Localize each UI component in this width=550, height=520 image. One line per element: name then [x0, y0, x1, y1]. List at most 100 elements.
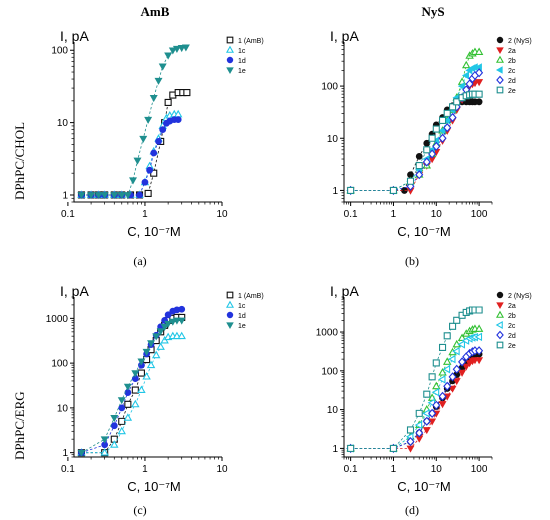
data-point [461, 60, 471, 69]
data-point [133, 157, 142, 165]
data-point [169, 91, 177, 99]
data-point [94, 192, 103, 200]
chart-panel-c: 0.1 1 10 1 10 100 1000 I, pA C, 10⁻⁷M 1 (AmB) 1c 1d… [46, 283, 264, 494]
data-point [432, 400, 441, 410]
data-point [432, 125, 440, 133]
data-point [442, 116, 451, 125]
data-point [110, 192, 119, 200]
data-point [183, 89, 191, 97]
x-axis-label: C, 10⁻⁷M [127, 479, 180, 494]
legend-marker [495, 320, 503, 330]
data-point [428, 373, 436, 381]
data-point [142, 348, 151, 356]
x-tick-label: 10 [431, 464, 443, 475]
data-point [168, 47, 177, 55]
legend-label: 2 (NyS) [508, 38, 532, 45]
data-point [131, 386, 139, 394]
data-point [177, 331, 186, 340]
data-point [422, 427, 431, 435]
data-point [406, 177, 415, 185]
series-2d [346, 346, 484, 453]
data-point [415, 170, 424, 180]
legend-marker [495, 55, 505, 63]
x-axis-label: C, 10⁻⁷M [397, 479, 450, 494]
x-tick-label: 1 [391, 464, 397, 475]
legend-label: 1d [238, 313, 246, 320]
data-point [131, 399, 140, 408]
data-point [442, 357, 452, 365]
data-point [100, 448, 109, 456]
data-point [100, 192, 109, 200]
data-point [110, 415, 119, 423]
legend-marker [225, 300, 235, 308]
data-point [389, 186, 398, 194]
data-point [389, 444, 398, 452]
data-point [160, 323, 169, 331]
legend-marker [495, 310, 505, 318]
data-point [447, 354, 456, 364]
data-point [110, 435, 118, 443]
y-tick-label: 10 [327, 405, 339, 416]
legend-marker [226, 67, 234, 75]
data-point [423, 390, 431, 398]
data-point [117, 426, 126, 435]
data-point [453, 98, 461, 106]
data-point [475, 68, 484, 78]
data-point [137, 358, 146, 366]
y-axis-label: I, pA [330, 283, 359, 299]
column-title-nys: NyS [421, 4, 445, 19]
data-point [452, 378, 461, 386]
fit-line [350, 72, 480, 191]
data-point [172, 331, 182, 340]
legend-label: 2b [508, 313, 516, 320]
x-tick-label: 10 [216, 209, 228, 220]
axes-frame [343, 42, 492, 203]
data-point [422, 416, 431, 426]
x-tick-label: 10 [431, 209, 443, 220]
legend-label: 2a [508, 303, 516, 310]
x-axis-label: C, 10⁻⁷M [127, 224, 180, 239]
x-tick-label: 1 [142, 464, 148, 475]
data-point [156, 328, 165, 336]
data-point [438, 133, 447, 143]
data-point [458, 357, 467, 367]
data-point [139, 135, 148, 143]
data-point [158, 63, 167, 71]
legend-marker [496, 86, 504, 94]
data-point [437, 375, 446, 384]
legend-marker [496, 36, 504, 44]
data-point [428, 418, 437, 426]
legend-marker [226, 36, 234, 44]
data-point [448, 385, 457, 393]
data-point [448, 372, 457, 382]
y-tick-label: 100 [321, 82, 338, 93]
data-point [164, 311, 172, 319]
series-2e [347, 90, 483, 194]
legend-label: 2e [508, 88, 516, 95]
data-point [428, 134, 436, 142]
data-point [181, 44, 190, 52]
y-tick-label: 1 [332, 444, 338, 455]
data-point [129, 177, 137, 185]
data-point [152, 333, 161, 341]
data-point [406, 436, 415, 447]
legend-label: 2c [508, 68, 516, 75]
data-point [428, 408, 437, 418]
series-1c [77, 331, 186, 456]
y-tick-label: 10 [327, 134, 339, 145]
row-label-erg: DPhPC/ERG [12, 391, 27, 460]
data-point [422, 157, 431, 167]
y-axis-label: I, pA [60, 283, 89, 299]
data-point [117, 397, 126, 405]
data-point [462, 363, 471, 371]
data-point [414, 420, 423, 430]
y-tick-label: 10 [57, 403, 69, 414]
legend-label: 1e [238, 68, 246, 75]
data-point [149, 95, 158, 103]
row-label-chol: DPhPC/CHOL [12, 121, 27, 200]
data-point [475, 346, 484, 356]
legend-label: 1 (AmB) [238, 38, 264, 45]
data-point [124, 389, 132, 396]
data-point [156, 342, 165, 350]
chart-panel-d: 0.1 1 10 100 1 10 100 1000 I, pA C, 10⁻⁷M 2 (NyS) 2… [316, 283, 532, 494]
